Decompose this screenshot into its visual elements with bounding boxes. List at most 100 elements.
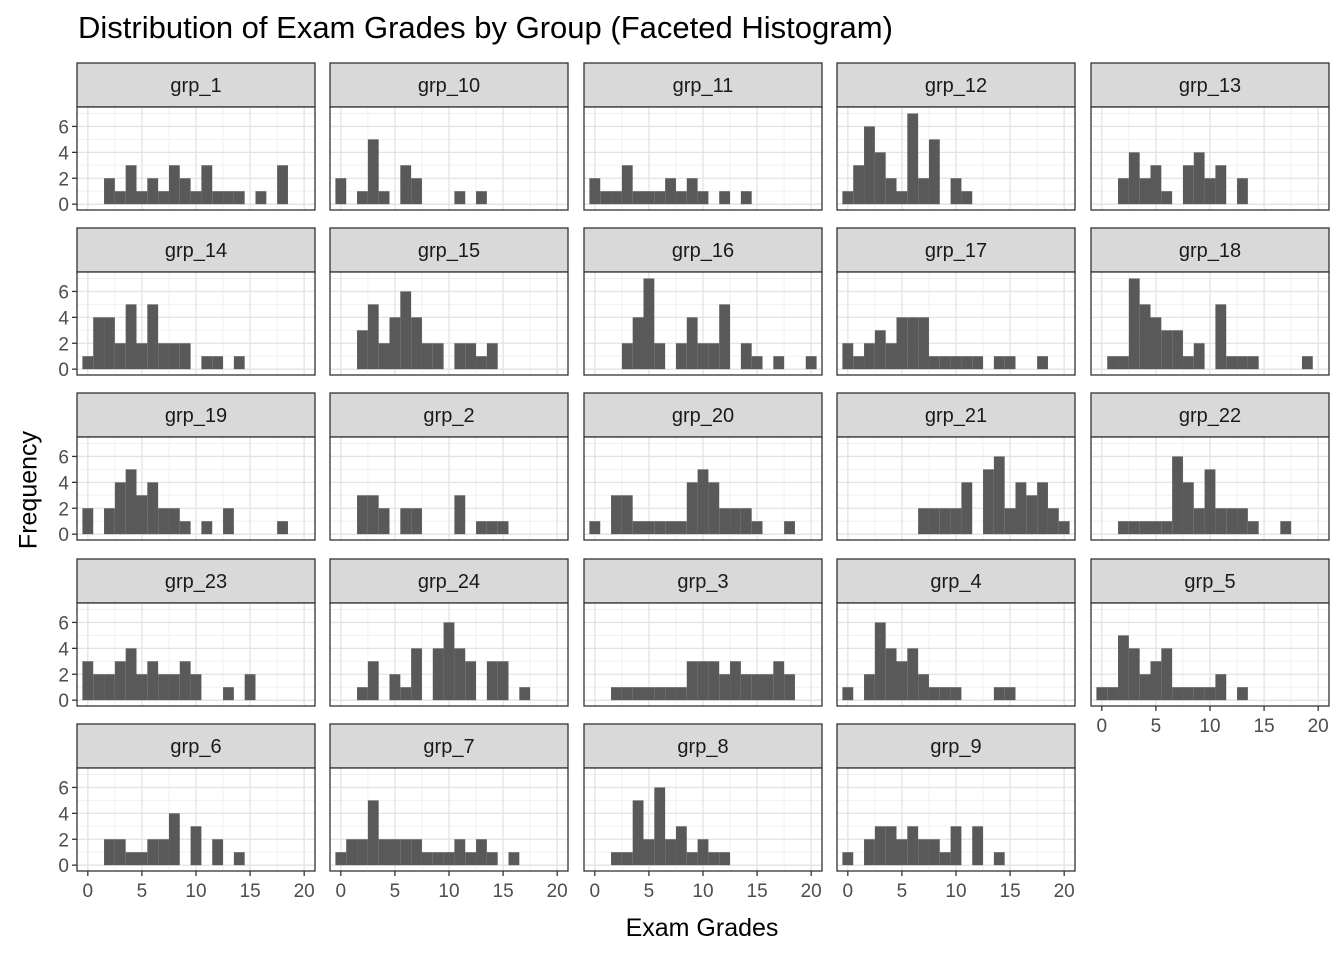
x-tick-label: 15	[240, 881, 261, 902]
histogram-bar	[497, 521, 509, 535]
histogram-bar	[665, 687, 676, 701]
histogram-bar	[708, 482, 720, 535]
histogram-bar	[675, 687, 687, 701]
histogram-bar	[697, 839, 709, 866]
panel-border	[836, 271, 1076, 376]
histogram-bar	[621, 495, 633, 535]
histogram-bar	[179, 343, 191, 370]
histogram-bar	[708, 852, 720, 866]
histogram-bar	[1301, 356, 1313, 370]
histogram-bar	[665, 839, 676, 866]
histogram-bar	[874, 826, 886, 866]
facet-strip	[76, 558, 316, 604]
histogram-bar	[665, 178, 676, 205]
x-tick-label: 10	[185, 881, 206, 902]
panel-border	[1090, 436, 1330, 541]
histogram-bar	[190, 191, 202, 205]
histogram-bar	[1237, 356, 1248, 370]
histogram-bar	[201, 521, 213, 535]
histogram-bar	[1172, 687, 1183, 701]
histogram-bar	[1118, 635, 1129, 701]
histogram-bar	[621, 343, 633, 370]
y-tick-label: 2	[58, 169, 69, 190]
histogram-bar	[654, 343, 666, 370]
histogram-bar	[632, 800, 644, 866]
histogram-bar	[114, 482, 126, 535]
histogram-bar	[961, 191, 973, 205]
histogram-bar	[147, 178, 159, 205]
histogram-bar	[454, 839, 466, 866]
facet-panel-grp_11: grp_11	[583, 62, 823, 211]
facet-strip	[836, 723, 1076, 769]
histogram-bar	[277, 521, 288, 535]
histogram-bar	[928, 356, 940, 370]
facet-strip-label: grp_2	[423, 405, 474, 427]
histogram-bar	[1193, 343, 1205, 370]
histogram-bar	[939, 356, 951, 370]
histogram-bar	[367, 495, 379, 535]
histogram-bar	[357, 687, 368, 701]
panel-border	[836, 106, 1076, 211]
histogram-bar	[885, 178, 897, 205]
facet-strip-label: grp_11	[673, 75, 734, 97]
facet-panel-grp_6: grp_6 0 2 4 6 0 5 10 15 20	[58, 723, 316, 902]
y-tick-label: 4	[58, 473, 69, 494]
histogram-bar	[697, 661, 709, 701]
histogram-bar	[168, 813, 180, 866]
histogram-bar	[476, 356, 487, 370]
histogram-bar	[842, 852, 854, 866]
histogram-bar	[114, 191, 126, 205]
histogram-bar	[1047, 508, 1059, 535]
histogram-bar	[519, 687, 531, 701]
x-tick-label: 0	[590, 881, 601, 902]
panel-border	[76, 106, 316, 211]
panel-border	[329, 602, 569, 707]
histogram-bar	[168, 343, 180, 370]
facet-strip-label: grp_12	[925, 75, 987, 97]
histogram-bar	[82, 356, 94, 370]
facet-strip-label: grp_15	[418, 240, 480, 262]
histogram-bar	[367, 800, 379, 866]
histogram-bar	[1182, 165, 1194, 205]
histogram-bar	[907, 113, 919, 205]
y-tick-label: 6	[58, 117, 69, 138]
histogram-bar	[201, 165, 213, 205]
histogram-bar	[1182, 356, 1194, 370]
histogram-bar	[1161, 330, 1173, 370]
histogram-bar	[1150, 661, 1162, 701]
x-tick-label: 5	[897, 881, 908, 902]
histogram-bar	[1139, 304, 1151, 370]
facet-strip	[583, 392, 823, 438]
histogram-bar	[357, 495, 368, 535]
histogram-bar	[654, 787, 666, 866]
histogram-bar	[335, 178, 347, 205]
histogram-bar	[853, 165, 865, 205]
histogram-bar	[907, 317, 919, 370]
histogram-bar	[486, 343, 498, 370]
panel-border	[583, 602, 823, 707]
facet-strip	[836, 392, 1076, 438]
facet-strip-label: grp_22	[1179, 405, 1241, 427]
histogram-bar	[1004, 687, 1016, 701]
x-tick-label: 10	[1199, 716, 1220, 737]
histogram-bar	[400, 839, 412, 866]
histogram-bar	[212, 191, 224, 205]
histogram-bar	[223, 191, 234, 205]
histogram-bar	[223, 687, 234, 701]
histogram-bar	[643, 839, 655, 866]
histogram-bar	[1237, 508, 1248, 535]
histogram-bar	[654, 191, 666, 205]
histogram-bar	[125, 304, 137, 370]
facet-strip	[76, 723, 316, 769]
y-tick-label: 4	[58, 639, 69, 660]
histogram-bar	[104, 317, 115, 370]
histogram-bar	[367, 139, 379, 205]
histogram-bar	[335, 852, 347, 866]
histogram-bar	[114, 343, 126, 370]
panel-border	[583, 271, 823, 376]
y-tick-label: 2	[58, 334, 69, 355]
y-tick-label: 4	[58, 143, 69, 164]
histogram-bar	[486, 661, 498, 701]
y-tick-label: 0	[58, 856, 69, 877]
histogram-bar	[939, 508, 951, 535]
